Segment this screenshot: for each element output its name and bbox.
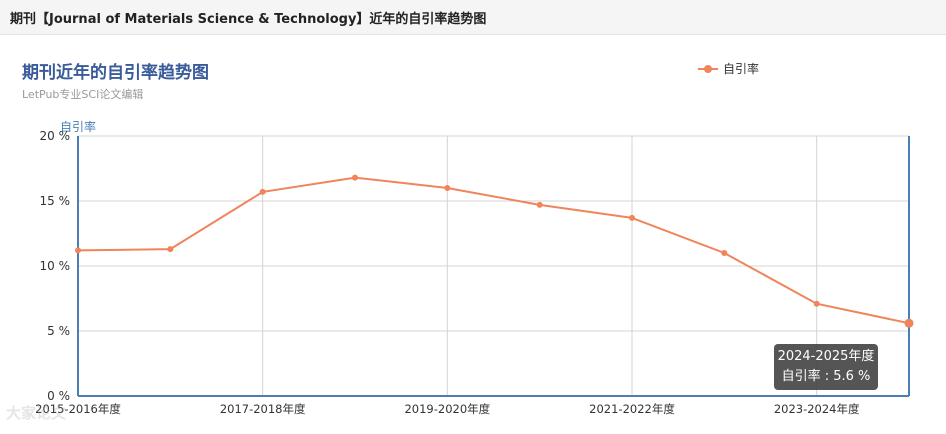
x-tick-label: 2023-2024年度 (774, 402, 860, 416)
data-point (721, 250, 728, 256)
data-point (75, 247, 81, 254)
y-axis-label: 自引率 (60, 120, 97, 134)
data-point (444, 185, 451, 191)
watermark: 大家论文 (6, 404, 67, 422)
data-point (352, 174, 358, 181)
x-tick-label: 2015-2016年度 (35, 402, 121, 416)
y-tick-label: 15 % (40, 194, 71, 208)
tooltip-title: 2024-2025年度 (777, 349, 875, 364)
x-tick-label: 2021-2022年度 (589, 402, 675, 416)
header-title: 期刊【Journal of Materials Science & Techno… (10, 12, 487, 27)
series-line (77, 176, 910, 325)
y-tick-label: 5 % (47, 324, 70, 338)
chart-subtitle: LetPub专业SCI论文编辑 (22, 88, 144, 101)
chart-tooltip: 2024-2025年度 自引率 : 5.6 % (774, 344, 878, 390)
y-tick-label: 0 % (47, 389, 70, 403)
page-header: 期刊【Journal of Materials Science & Techno… (0, 0, 946, 35)
data-point (167, 246, 174, 253)
y-tick-label: 10 % (40, 259, 71, 273)
data-point (536, 201, 543, 208)
x-tick-label: 2017-2018年度 (220, 402, 306, 416)
data-point (259, 188, 266, 195)
legend-line-icon (698, 63, 718, 75)
data-point (904, 318, 914, 328)
y-tick-label: 20 % (40, 129, 71, 143)
data-point (629, 214, 635, 221)
chart-legend[interactable]: 自引率 (698, 60, 759, 77)
data-point (813, 300, 820, 307)
x-tick-label: 2019-2020年度 (404, 402, 490, 416)
chart-title: 期刊近年的自引率趋势图 (22, 63, 209, 83)
legend-label: 自引率 (723, 62, 760, 76)
tooltip-value: 自引率 : 5.6 % (781, 369, 871, 384)
